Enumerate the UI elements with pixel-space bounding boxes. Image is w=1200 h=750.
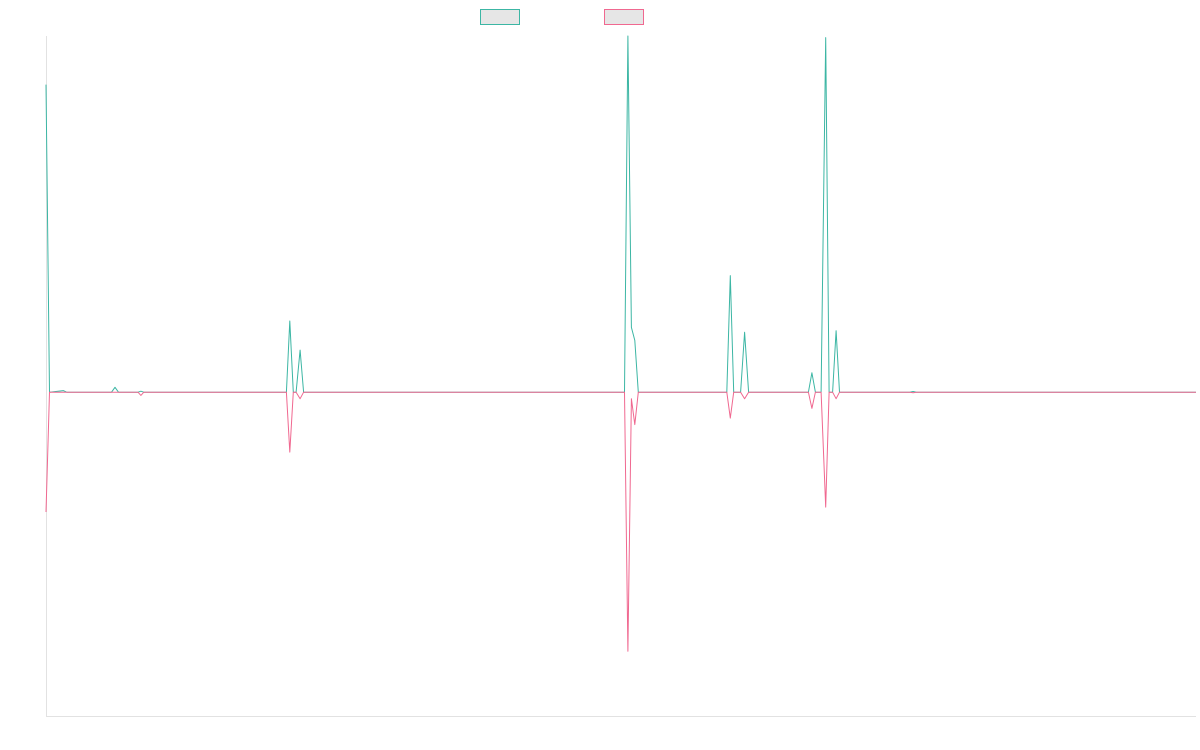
legend-swatch-series-2[interactable] [604,9,644,25]
series-line-1[interactable] [45,35,1196,393]
axes [46,36,1196,717]
legend-swatch-series-1[interactable] [480,9,520,25]
series-layer [45,35,1196,652]
series-line-2[interactable] [45,391,1196,652]
